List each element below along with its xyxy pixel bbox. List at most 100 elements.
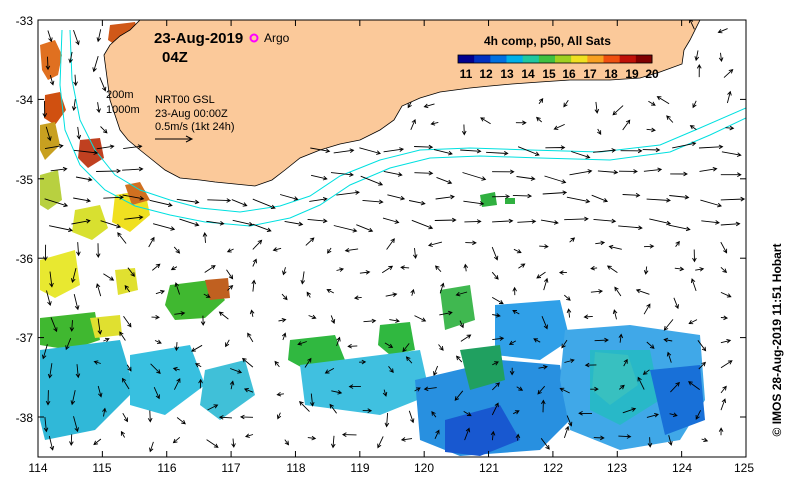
x-tick-label: 117 [221,461,240,475]
current-vector [360,175,384,186]
current-vector [50,317,58,333]
current-vector [643,266,649,275]
current-vector [697,340,707,352]
current-vector [720,172,742,177]
current-vector [218,415,233,420]
current-vector [618,169,638,174]
current-vector [239,414,254,420]
current-vector [672,141,697,149]
current-vector [47,363,53,379]
current-vector [593,435,605,441]
current-vector [103,195,125,200]
x-tick-label: 122 [543,461,563,475]
current-vector [154,339,162,344]
current-vector [720,338,732,344]
current-vector [307,435,317,441]
current-vector [172,436,181,444]
current-vector [203,293,211,298]
current-vector [542,190,568,196]
current-vector [281,293,288,301]
current-vector [564,358,575,364]
current-vector [76,126,82,140]
current-vector [73,149,99,155]
current-vector [553,123,565,130]
current-vector [492,336,505,341]
current-vector [333,225,358,233]
current-vector [231,199,248,207]
current-vector [433,365,439,376]
current-vector [333,148,355,154]
current-vector [720,385,727,394]
current-vector [412,248,418,260]
colorbar-segment [458,55,475,63]
colorbar-segment [538,55,556,63]
current-vector [147,410,153,423]
current-vector [463,263,469,272]
current-vector [122,194,145,201]
current-vector [207,198,232,203]
vector-scale-label: 0.5m/s (1kt 24h) [155,121,234,133]
current-vector [362,199,384,205]
current-vector [241,357,254,368]
current-vector [230,368,243,374]
x-axis-labels: 114 115 116 117 118 119 120 121 122 123 … [28,461,754,475]
current-vector [612,309,618,320]
current-vector [402,343,410,353]
current-vector [618,333,624,343]
current-vector [410,288,415,296]
current-vector [362,408,373,413]
current-vector [699,166,718,172]
current-vector [117,232,127,244]
x-tick-label: 115 [92,461,111,475]
y-tick-label: -36 [16,252,34,266]
current-vector [336,267,344,272]
isobath-200-label: 200m [106,89,134,101]
current-vector [76,242,81,257]
current-vector [564,216,589,222]
x-tick-label: 121 [479,461,499,475]
current-vector [44,198,69,208]
current-vector [435,194,455,200]
current-vector [619,384,625,390]
current-vector [656,96,670,105]
y-axis-labels: -33 -34 -35 -36 -37 -38 [16,14,34,425]
current-vector [405,356,413,364]
current-vector [512,410,520,415]
current-vector [492,169,515,175]
current-vector [387,194,406,201]
current-vector [541,399,546,413]
current-vector [512,310,520,315]
current-vector [96,144,115,150]
current-vector [597,128,602,136]
current-vector [122,412,128,423]
current-vector [623,358,628,367]
current-vector [336,190,360,196]
current-vector [229,380,235,390]
current-vector [695,410,702,420]
current-vector [123,315,132,328]
current-vector [45,390,51,406]
current-vector [480,117,491,125]
current-vector [593,148,617,153]
current-vector [359,147,381,155]
current-vector [73,197,92,203]
current-vector [174,282,181,295]
current-vector [377,436,384,449]
current-vector [513,248,522,254]
current-vector [384,342,394,348]
current-vector [540,438,550,450]
current-vector [591,194,609,203]
colorbar [458,55,653,63]
current-vector [47,30,53,43]
current-vector [463,200,485,206]
current-vector [45,126,52,142]
product-label: NRT00 GSL [155,94,215,106]
current-vector [491,297,504,305]
current-vector [281,332,287,341]
current-vector [70,390,76,406]
current-vector [122,166,144,172]
current-vector [119,331,126,341]
x-tick-label: 119 [350,461,369,475]
current-vector [200,315,206,326]
sst-patches [40,22,705,456]
